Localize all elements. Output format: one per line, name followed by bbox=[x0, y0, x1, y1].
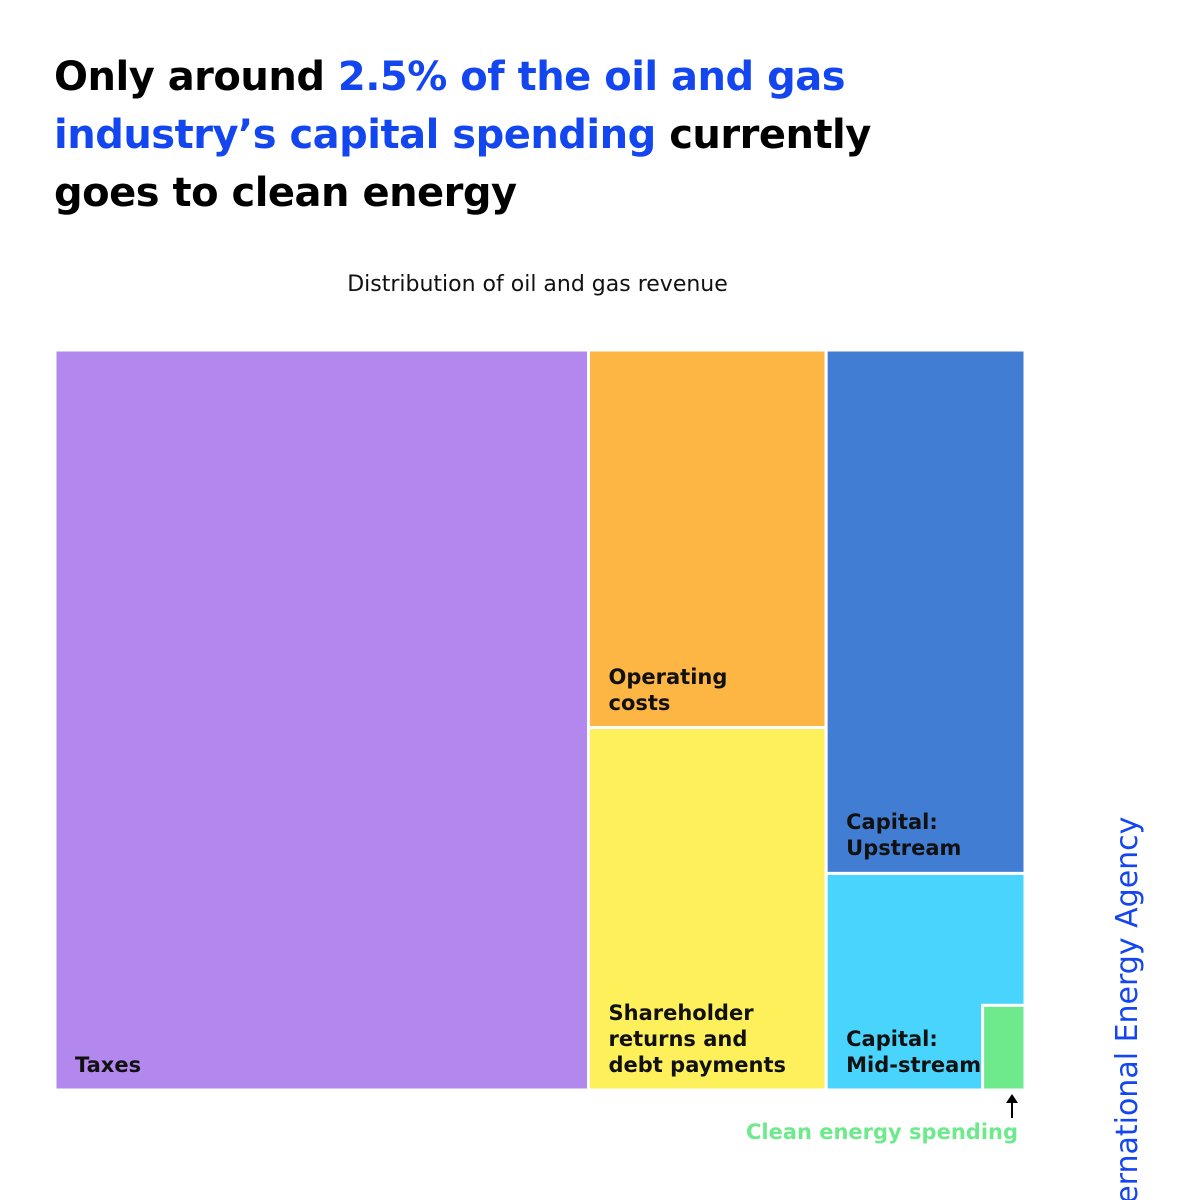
clean-label: Clean energy spending bbox=[745, 1120, 1018, 1144]
tile-label: Operating costs bbox=[608, 664, 728, 715]
tile-label: Capital: Upstream bbox=[846, 810, 962, 861]
headline-part: Only around bbox=[54, 54, 338, 100]
arrow-head bbox=[1006, 1094, 1018, 1103]
tile-label: Capital: Mid-stream bbox=[846, 1027, 982, 1077]
tile bbox=[981, 1003, 1027, 1092]
headline-highlight: 2.5% of the oil and gas industry’s capit… bbox=[54, 54, 846, 158]
tile-label: Taxes bbox=[75, 1053, 142, 1077]
tile bbox=[53, 348, 590, 1092]
headline-part: currently goes to clean energy bbox=[54, 112, 871, 216]
tile bbox=[587, 726, 828, 1092]
source: International Energy Agency bbox=[1110, 816, 1145, 1200]
tile-label: Shareholder returns and debt payments bbox=[608, 1001, 787, 1077]
tile bbox=[587, 348, 828, 730]
headline: Only around 2.5% of the oil and gas indu… bbox=[54, 48, 954, 222]
tile bbox=[824, 348, 1027, 875]
chart-title: Distribution of oil and gas revenue bbox=[347, 272, 728, 297]
